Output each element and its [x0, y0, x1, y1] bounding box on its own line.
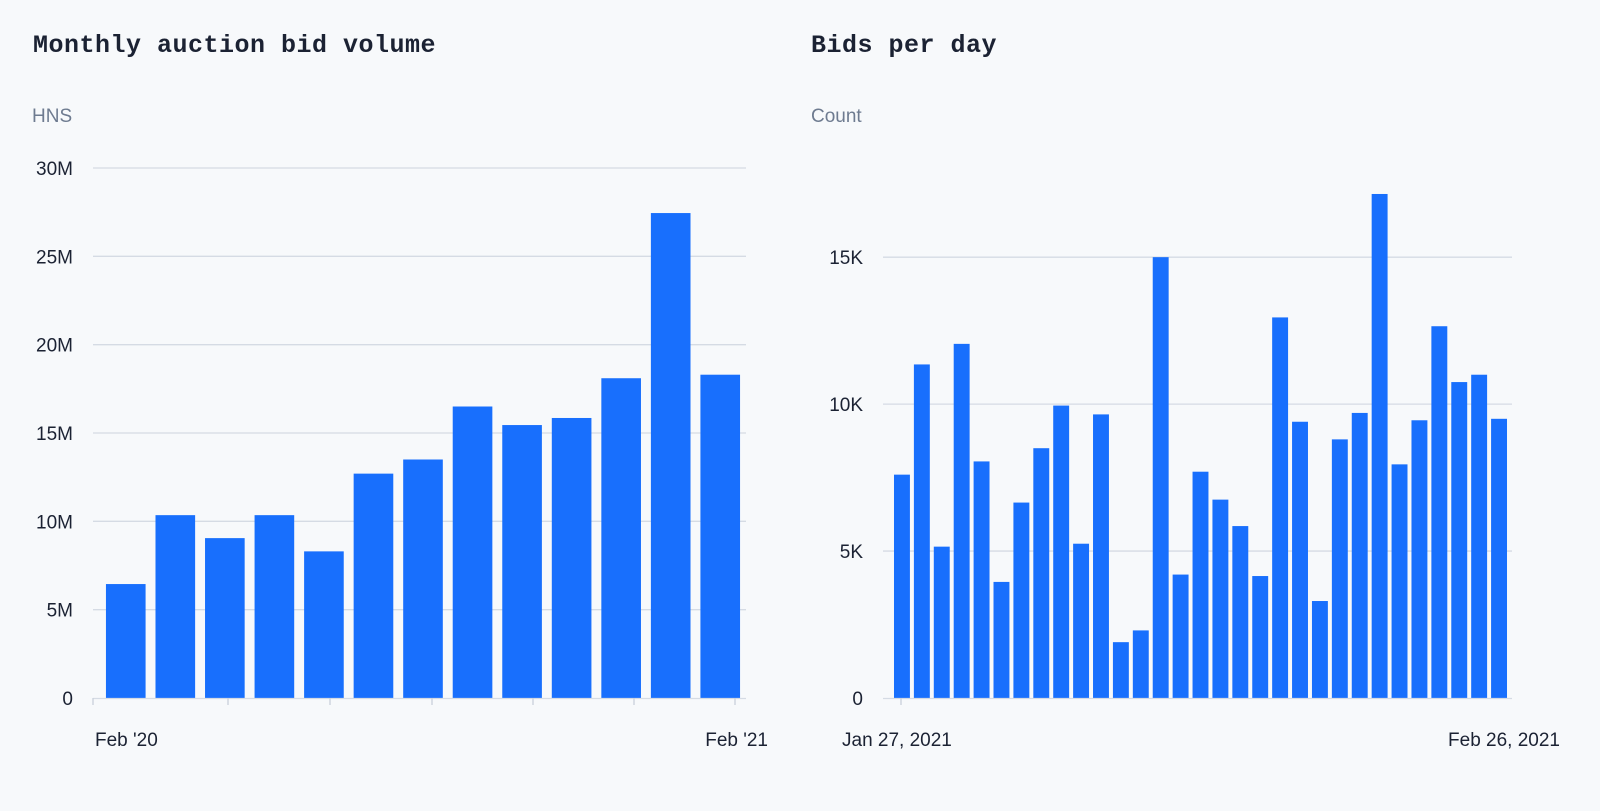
monthly-y-tick-label: 20M — [36, 336, 73, 357]
monthly-y-tick-label: 10M — [36, 512, 73, 533]
monthly-bar-oct-20[interactable]: Oct '20: 15,450,000 — [502, 425, 542, 698]
daily-bar-jan-30-2021[interactable]: Jan 30, 2021: 12,050 — [953, 343, 970, 698]
monthly-bar-mar-20[interactable]: Mar '20: 10,350,000 — [155, 515, 196, 698]
daily-bar-jan-27-2021[interactable]: Jan 27, 2021: 7,600 — [893, 474, 910, 698]
monthly-x-tick-label: Feb '21 — [705, 730, 768, 751]
daily-bar-feb-7-2021[interactable]: Feb 7, 2021: 1,900 — [1112, 642, 1129, 698]
monthly-bar-dec-20[interactable]: Dec '20: 18,100,000 — [601, 378, 641, 698]
daily-bar-feb-8-2021[interactable]: Feb 8, 2021: 2,300 — [1132, 630, 1149, 698]
daily-bar-feb-9-2021[interactable]: Feb 9, 2021: 15,000 — [1152, 257, 1169, 698]
monthly-y-tick-label: 5M — [47, 601, 73, 622]
monthly-bar-jan-21[interactable]: Jan '21: 27,450,000 — [650, 213, 691, 699]
monthly-bar-jul-20[interactable]: Jul '20: 12,700,000 — [353, 473, 394, 698]
daily-bar-feb-21-2021[interactable]: Feb 21, 2021: 7,950 — [1391, 464, 1408, 698]
daily-bar-feb-26-2021[interactable]: Feb 26, 2021: 9,500 — [1491, 418, 1508, 698]
chart-2-title: Bids per day — [811, 31, 998, 60]
daily-y-tick-label: 15K — [829, 248, 863, 269]
daily-bar-feb-12-2021[interactable]: Feb 12, 2021: 6,750 — [1212, 499, 1229, 698]
monthly-bar-nov-20[interactable]: Nov '20: 15,850,000 — [551, 417, 592, 698]
daily-bar-feb-14-2021[interactable]: Feb 14, 2021: 4,150 — [1252, 576, 1269, 698]
monthly-y-tick-label: 0 — [62, 689, 73, 710]
daily-bar-feb-17-2021[interactable]: Feb 17, 2021: 3,300 — [1311, 601, 1328, 698]
daily-x-tick-label: Feb 26, 2021 — [1448, 730, 1560, 751]
chart-1-y-axis-unit: HNS — [32, 106, 73, 127]
daily-bar-feb-13-2021[interactable]: Feb 13, 2021: 5,850 — [1232, 526, 1249, 698]
daily-bar-jan-28-2021[interactable]: Jan 28, 2021: 11,350 — [913, 364, 930, 698]
daily-bar-feb-15-2021[interactable]: Feb 15, 2021: 12,950 — [1272, 317, 1289, 698]
daily-y-tick-label: 0 — [852, 689, 863, 710]
monthly-bar-may-20[interactable]: May '20: 10,350,000 — [254, 515, 295, 698]
daily-bar-feb-23-2021[interactable]: Feb 23, 2021: 12,650 — [1431, 326, 1448, 698]
daily-y-tick-label: 5K — [840, 542, 864, 563]
monthly-bid-volume-chart: 0 5M 10M 15M 20M 25M 30M Feb '20: 6,450,000Mar … — [36, 159, 768, 751]
monthly-y-tick-label: 25M — [36, 247, 73, 268]
bids-per-day-chart: 0 5K 10K 15K Jan 27, 2021: 7,600Jan 28, 2021… — [829, 193, 1560, 751]
monthly-bar-sep-20[interactable]: Sep '20: 16,500,000 — [452, 406, 493, 699]
daily-bar-feb-22-2021[interactable]: Feb 22, 2021: 9,450 — [1411, 420, 1428, 698]
daily-x-tick-label: Jan 27, 2021 — [842, 730, 952, 751]
daily-bar-feb-4-2021[interactable]: Feb 4, 2021: 9,950 — [1053, 405, 1070, 698]
monthly-bar-aug-20[interactable]: Aug '20: 13,500,000 — [403, 459, 443, 699]
monthly-bar-feb-21[interactable]: Feb '21: 18,300,000 — [700, 374, 741, 698]
daily-bar-feb-11-2021[interactable]: Feb 11, 2021: 7,700 — [1192, 471, 1209, 698]
daily-bar-feb-16-2021[interactable]: Feb 16, 2021: 9,400 — [1292, 421, 1308, 698]
daily-bar-feb-20-2021[interactable]: Feb 20, 2021: 17,150 — [1371, 193, 1388, 698]
daily-bar-feb-1-2021[interactable]: Feb 1, 2021: 3,950 — [993, 581, 1010, 698]
monthly-bar-apr-20[interactable]: Apr '20: 9,050,000 — [205, 538, 245, 698]
chart-2-y-axis-unit: Count — [811, 106, 862, 127]
monthly-y-tick-label: 15M — [36, 424, 73, 445]
daily-bar-feb-18-2021[interactable]: Feb 18, 2021: 8,800 — [1331, 439, 1348, 698]
daily-bar-jan-31-2021[interactable]: Jan 31, 2021: 8,050 — [973, 461, 990, 698]
daily-bar-feb-3-2021[interactable]: Feb 3, 2021: 8,500 — [1033, 448, 1050, 698]
daily-bar-feb-25-2021[interactable]: Feb 25, 2021: 11,000 — [1471, 374, 1488, 698]
monthly-x-tick-label: Feb '20 — [95, 730, 158, 751]
chart-1-title: Monthly auction bid volume — [33, 31, 437, 60]
daily-bar-feb-5-2021[interactable]: Feb 5, 2021: 5,250 — [1073, 543, 1090, 698]
daily-y-tick-label: 10K — [829, 395, 863, 416]
monthly-bar-feb-20[interactable]: Feb '20: 6,450,000 — [105, 584, 146, 698]
daily-bar-jan-29-2021[interactable]: Jan 29, 2021: 5,150 — [933, 546, 950, 698]
daily-bar-feb-24-2021[interactable]: Feb 24, 2021: 10,750 — [1451, 382, 1468, 698]
monthly-bar-jun-20[interactable]: Jun '20: 8,300,000 — [304, 551, 344, 698]
daily-bar-feb-19-2021[interactable]: Feb 19, 2021: 9,700 — [1351, 412, 1368, 698]
daily-bar-feb-2-2021[interactable]: Feb 2, 2021: 6,650 — [1013, 502, 1030, 698]
daily-bar-feb-6-2021[interactable]: Feb 6, 2021: 9,650 — [1093, 414, 1109, 698]
monthly-y-tick-label: 30M — [36, 159, 73, 180]
daily-bar-feb-10-2021[interactable]: Feb 10, 2021: 4,200 — [1172, 574, 1189, 698]
